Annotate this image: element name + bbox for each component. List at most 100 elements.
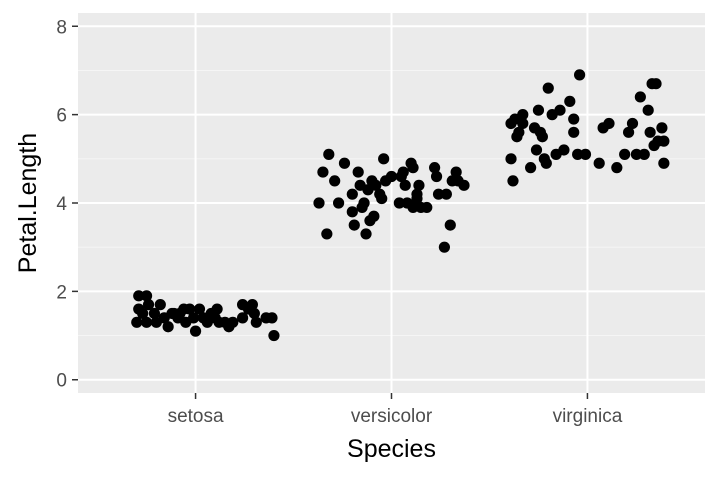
data-point — [193, 303, 206, 315]
data-point — [376, 192, 388, 205]
data-point — [432, 188, 445, 200]
data-point — [644, 126, 656, 138]
data-point — [579, 148, 592, 160]
y-tick-label: 0 — [56, 371, 67, 392]
data-point — [650, 78, 662, 90]
data-point — [370, 179, 382, 191]
data-point — [458, 179, 470, 191]
data-point — [517, 117, 529, 130]
data-points — [131, 69, 670, 342]
data-point — [317, 166, 329, 178]
y-tick-label: 4 — [56, 194, 67, 215]
data-point — [430, 170, 443, 183]
data-point — [348, 219, 360, 231]
data-point — [558, 144, 570, 156]
data-point — [250, 316, 262, 328]
data-point — [407, 162, 419, 174]
data-point — [440, 188, 452, 200]
data-point — [572, 148, 584, 160]
data-point — [140, 316, 153, 328]
data-point — [505, 153, 517, 165]
data-point — [574, 69, 586, 81]
data-point — [236, 312, 249, 324]
data-point — [133, 290, 145, 302]
data-point — [323, 148, 335, 160]
data-point — [634, 91, 646, 103]
data-point — [385, 170, 398, 183]
data-point — [338, 157, 351, 169]
data-point — [658, 157, 670, 169]
data-point — [429, 162, 441, 174]
data-point — [184, 303, 196, 315]
data-point — [131, 316, 143, 328]
data-point — [393, 197, 405, 209]
y-axis-title: Petal.Length — [14, 133, 42, 273]
data-point — [626, 117, 639, 130]
data-point — [622, 126, 635, 138]
data-point — [321, 228, 333, 240]
x-axis-title: Species — [347, 435, 436, 463]
data-point — [554, 104, 566, 116]
data-point — [180, 316, 192, 328]
data-point — [517, 109, 529, 121]
data-point — [189, 325, 202, 337]
data-point — [450, 166, 462, 178]
data-point — [619, 148, 631, 160]
data-point — [630, 148, 643, 160]
data-point — [568, 113, 580, 125]
data-point — [140, 290, 153, 302]
x-tick-label: versicolor — [351, 406, 433, 427]
data-point — [542, 82, 554, 94]
data-point — [368, 210, 380, 222]
x-tick-label: setosa — [168, 406, 224, 427]
data-point — [166, 307, 178, 320]
data-point — [593, 157, 605, 169]
data-point — [378, 153, 390, 165]
data-point — [227, 316, 239, 328]
data-point — [399, 179, 411, 191]
data-point — [329, 175, 341, 187]
data-point — [352, 166, 364, 178]
data-point — [536, 131, 548, 143]
data-point — [603, 117, 615, 130]
data-point — [411, 188, 423, 200]
data-point — [266, 312, 278, 324]
data-point — [397, 166, 409, 178]
y-tick-label: 8 — [56, 17, 67, 38]
data-point — [268, 329, 280, 342]
data-point — [358, 197, 370, 209]
data-point — [142, 299, 155, 311]
data-point — [242, 303, 255, 315]
x-axis: setosa versicolor virginica — [168, 393, 623, 427]
data-point — [438, 241, 451, 253]
data-point — [407, 201, 419, 214]
data-point — [137, 307, 149, 320]
data-point — [507, 175, 519, 187]
data-point — [642, 104, 654, 116]
y-axis: 0 2 4 6 8 — [56, 17, 78, 392]
x-tick-label: virginica — [553, 406, 623, 427]
data-point — [525, 162, 537, 174]
data-point — [346, 206, 358, 218]
data-point — [211, 303, 223, 315]
data-point — [513, 126, 525, 138]
data-point — [540, 157, 552, 169]
y-tick-label: 6 — [56, 106, 67, 127]
data-point — [332, 197, 345, 209]
data-point — [444, 219, 456, 231]
data-point — [658, 135, 670, 147]
data-point — [532, 104, 545, 116]
data-point — [148, 307, 161, 320]
data-point — [530, 144, 543, 156]
data-point — [162, 321, 174, 333]
data-point — [154, 299, 166, 311]
data-point — [564, 95, 576, 107]
data-point — [346, 188, 358, 200]
data-point — [638, 148, 650, 160]
data-point — [568, 126, 580, 138]
data-point — [611, 162, 623, 174]
data-point — [360, 228, 372, 240]
data-point — [413, 179, 425, 191]
data-point — [313, 197, 325, 209]
